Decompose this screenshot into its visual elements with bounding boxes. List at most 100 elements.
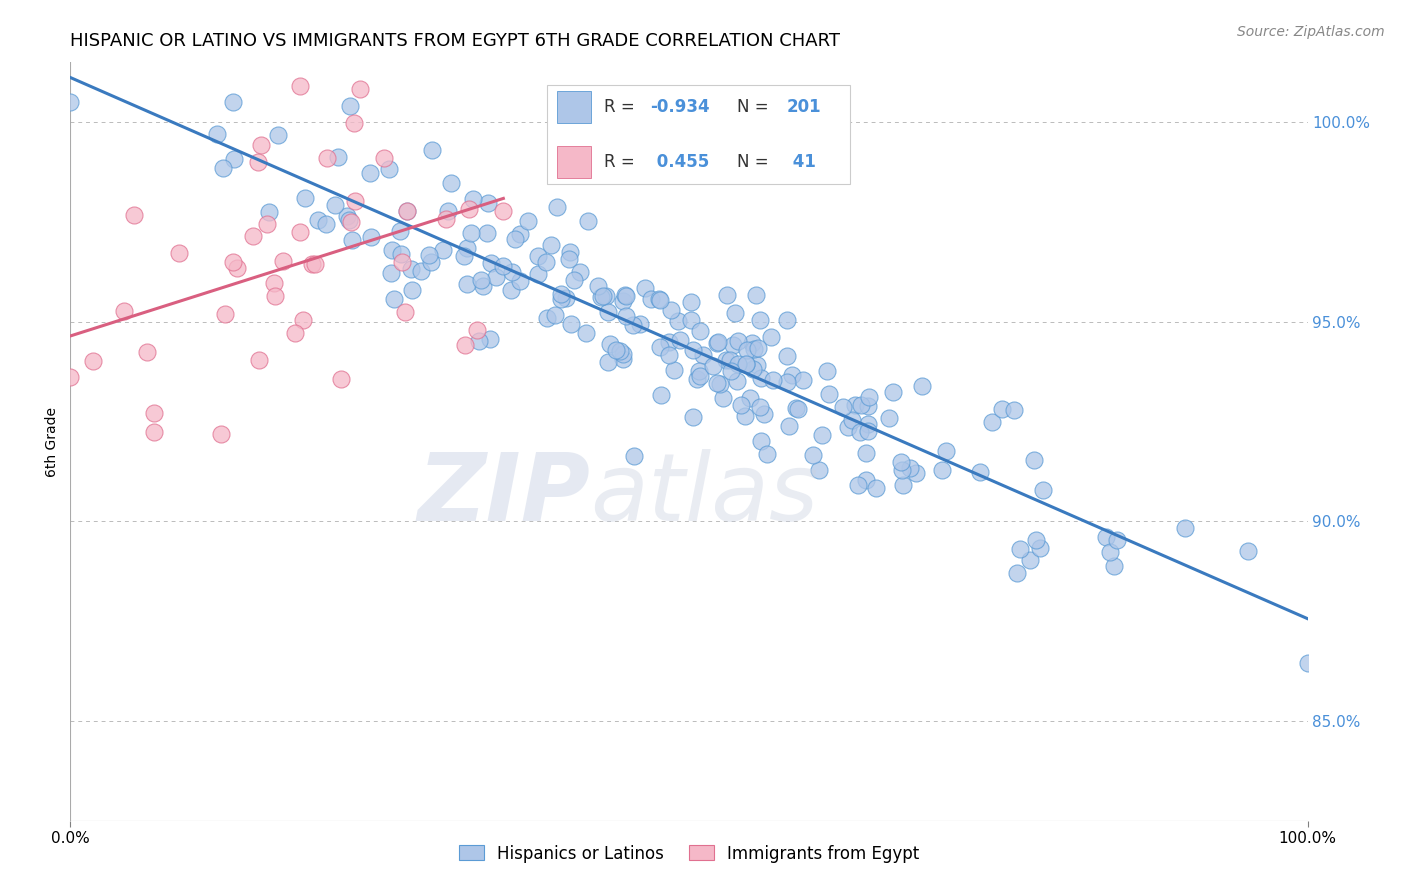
Text: -0.934: -0.934: [651, 98, 710, 116]
Point: [420, 143, 443, 157]
Point: [222, 255, 245, 269]
Point: [595, 289, 617, 303]
Point: [339, 215, 361, 229]
Point: [762, 373, 785, 387]
Point: [453, 249, 475, 263]
Point: [711, 391, 734, 405]
Point: [395, 203, 418, 218]
Point: [735, 357, 758, 371]
Point: [122, 209, 145, 223]
Point: [391, 255, 413, 269]
Point: [689, 368, 711, 383]
Point: [785, 401, 807, 415]
Point: [143, 406, 166, 420]
Text: N =: N =: [737, 153, 775, 170]
Point: [509, 274, 531, 288]
Point: [890, 463, 912, 477]
Point: [849, 398, 872, 412]
Point: [634, 281, 657, 295]
Point: [250, 137, 273, 152]
Point: [485, 269, 508, 284]
Point: [304, 257, 326, 271]
Point: [1095, 530, 1118, 544]
Point: [509, 227, 531, 241]
Point: [534, 254, 557, 268]
Point: [562, 272, 585, 286]
Point: [568, 265, 591, 279]
Point: [879, 410, 901, 425]
Point: [516, 214, 538, 228]
Point: [492, 259, 515, 273]
Point: [720, 364, 742, 378]
Point: [359, 166, 381, 180]
Point: [543, 309, 565, 323]
Point: [831, 400, 853, 414]
Point: [1098, 545, 1121, 559]
Point: [612, 293, 634, 308]
Point: [1008, 542, 1031, 557]
Point: [1005, 566, 1028, 581]
Point: [776, 349, 799, 363]
Point: [980, 415, 1002, 429]
Point: [214, 307, 236, 321]
Point: [841, 413, 863, 427]
Point: [550, 286, 572, 301]
Point: [266, 128, 288, 143]
Point: [222, 152, 245, 166]
Point: [658, 347, 681, 361]
Point: [689, 324, 711, 338]
Point: [205, 127, 228, 141]
Point: [808, 463, 831, 477]
FancyBboxPatch shape: [557, 145, 591, 178]
Point: [682, 410, 704, 425]
Point: [614, 288, 637, 302]
Point: [461, 193, 484, 207]
Point: [591, 290, 613, 304]
Point: [540, 238, 562, 252]
Point: [818, 386, 841, 401]
Point: [475, 226, 498, 240]
Point: [742, 343, 765, 357]
Point: [740, 391, 762, 405]
Point: [536, 310, 558, 325]
Point: [377, 161, 399, 176]
Point: [745, 288, 768, 302]
Point: [616, 289, 638, 303]
Point: [811, 428, 834, 442]
Point: [716, 288, 738, 302]
Point: [855, 446, 877, 460]
Point: [1296, 656, 1319, 670]
Point: [679, 295, 702, 310]
Point: [734, 409, 756, 424]
Point: [550, 293, 572, 307]
Point: [628, 318, 651, 332]
Point: [1019, 552, 1042, 566]
Point: [727, 334, 749, 348]
Point: [614, 310, 637, 324]
Text: R =: R =: [603, 153, 640, 170]
Point: [702, 359, 724, 374]
Text: 41: 41: [787, 153, 815, 170]
Point: [527, 249, 550, 263]
Text: R =: R =: [603, 98, 640, 116]
Point: [478, 332, 501, 346]
Text: 0.455: 0.455: [651, 153, 709, 170]
Point: [759, 330, 782, 344]
Point: [288, 79, 311, 94]
Point: [360, 229, 382, 244]
Point: [749, 400, 772, 414]
Point: [718, 352, 741, 367]
Point: [527, 268, 550, 282]
Point: [339, 99, 361, 113]
Point: [380, 266, 402, 280]
Point: [135, 344, 157, 359]
Point: [891, 477, 914, 491]
Point: [499, 283, 522, 297]
Point: [558, 245, 581, 260]
Point: [648, 340, 671, 354]
Point: [420, 255, 443, 269]
Point: [605, 343, 627, 358]
Point: [555, 291, 578, 305]
Point: [307, 212, 329, 227]
Y-axis label: 6th Grade: 6th Grade: [45, 407, 59, 476]
